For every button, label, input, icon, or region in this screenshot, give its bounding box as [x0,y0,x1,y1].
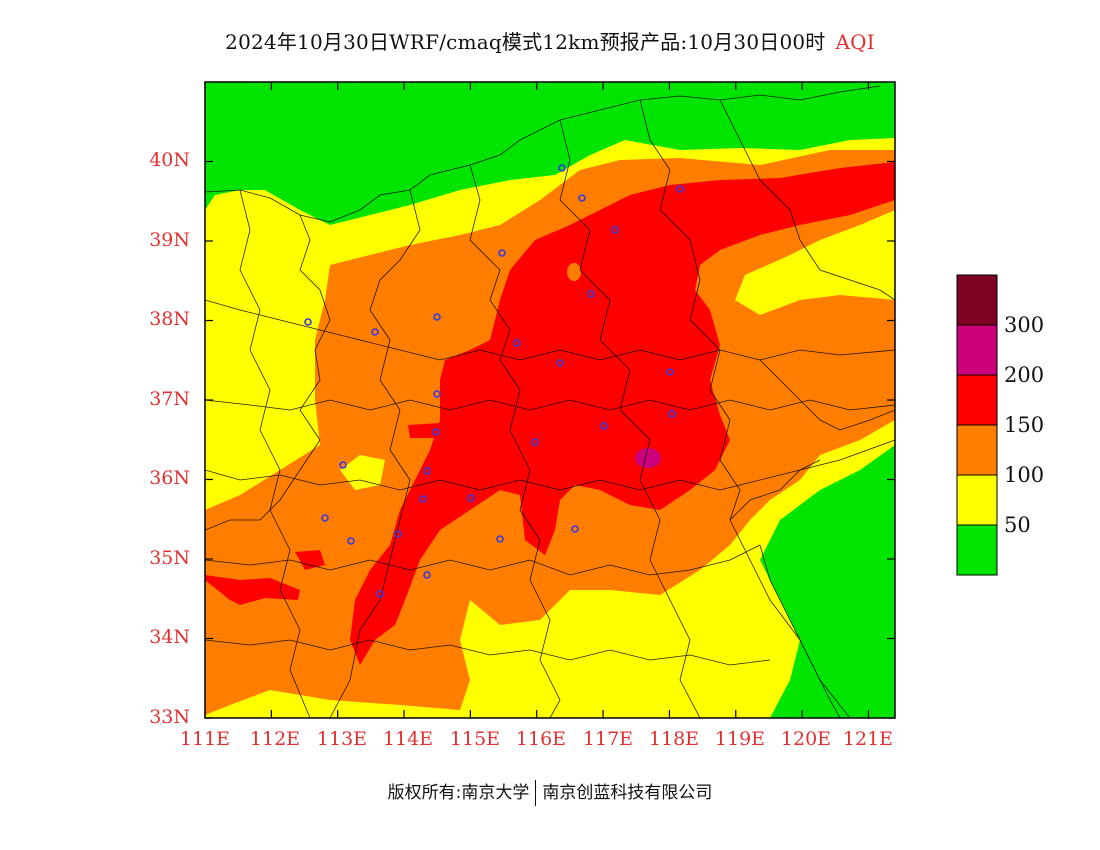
station-marker [676,185,684,193]
station-marker [321,514,329,522]
y-tick-label: 38N [149,308,190,330]
station-marker [423,571,431,579]
station-marker [668,410,676,418]
legend-label: 150 [1004,413,1045,437]
legend-swatch-moderate [956,474,998,526]
station-marker [498,249,506,257]
station-marker [423,467,431,475]
station-marker [371,328,379,336]
station-marker [433,390,441,398]
footer-company: 南京创蓝科技有限公司 [542,783,713,803]
station-marker [304,318,312,326]
station-marker [394,530,402,538]
x-tick-label: 116E [515,728,567,750]
aqi-level-very-unhealthy-region [635,448,661,468]
axis-tick-marks [204,82,895,719]
station-marker [496,535,504,543]
station-marker [513,339,521,347]
x-tick-label: 111E [179,728,231,750]
aqi-level-unhealthy-region [350,162,895,665]
aqi-unhealthy-tongue-west [205,575,300,605]
x-tick-label: 118E [648,728,700,750]
admin-boundaries [205,85,895,718]
legend-swatch-hazardous [956,274,998,326]
footer-credits: 版权所有:南京大学 南京创蓝科技有限公司 [0,778,1100,806]
y-tick-label: 39N [149,229,190,251]
footer-separator [535,780,537,806]
station-marker [571,525,579,533]
y-tick-label: 36N [149,467,190,489]
x-tick-label: 113E [316,728,368,750]
y-tick-label: 34N [149,626,190,648]
x-tick-label: 119E [714,728,766,750]
legend-colorbar [956,274,998,576]
footer-copyright: 版权所有:南京大学 [387,783,530,803]
station-marker [419,495,427,503]
legend-label: 100 [1004,463,1045,487]
station-marker [347,537,355,545]
title-variable: AQI [835,30,875,54]
legend-swatch-unhealthy-sensitive [956,424,998,476]
legend-swatch-good [956,524,998,576]
station-markers [304,164,684,598]
station-marker [531,438,539,446]
y-tick-label: 35N [149,547,190,569]
station-marker [433,313,441,321]
map-field [205,82,895,718]
station-marker [611,226,619,234]
x-tick-label: 115E [449,728,501,750]
legend-label: 200 [1004,363,1045,387]
map-title: 2024年10月30日WRF/cmaq模式12km预报产品:10月30日00时 A… [0,26,1100,55]
legend-label: 50 [1004,513,1031,537]
title-main: 2024年10月30日WRF/cmaq模式12km预报产品:10月30日00时 [225,30,826,54]
station-marker [666,368,674,376]
y-tick-label: 37N [149,388,190,410]
legend-label: 300 [1004,313,1045,337]
legend-swatch-unhealthy [956,374,998,426]
station-marker [339,461,347,469]
x-tick-label: 114E [382,728,434,750]
x-tick-label: 117E [582,728,634,750]
aqi-orange-pocket [567,263,581,281]
station-marker [376,590,384,598]
x-tick-label: 120E [780,728,832,750]
station-marker [600,422,608,430]
y-tick-label: 40N [149,149,190,171]
station-marker [467,494,475,502]
x-tick-label: 112E [249,728,301,750]
station-marker [558,164,566,172]
x-tick-label: 121E [842,728,894,750]
station-marker [587,290,595,298]
station-marker [578,194,586,202]
station-marker [556,359,564,367]
legend-swatch-very-unhealthy [956,324,998,376]
aqi-unhealthy-patch [295,550,325,570]
station-marker [432,428,440,436]
y-tick-label: 33N [149,706,190,728]
